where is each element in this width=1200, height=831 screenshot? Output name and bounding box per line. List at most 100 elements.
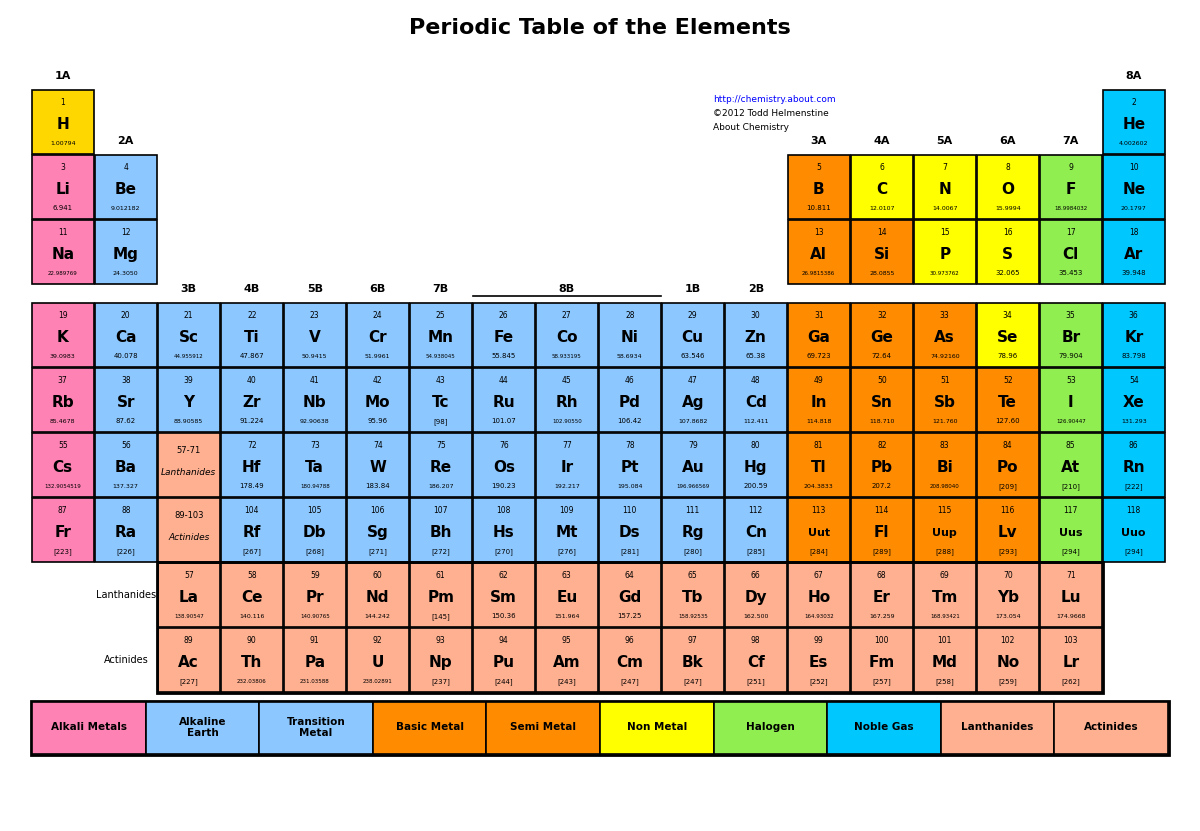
Text: 53: 53 <box>1066 376 1075 386</box>
Text: 132.9054519: 132.9054519 <box>44 484 82 489</box>
Text: H: H <box>56 117 70 132</box>
Text: K: K <box>56 331 68 346</box>
Text: 81: 81 <box>814 441 823 450</box>
Bar <box>1040 498 1102 562</box>
Text: Cm: Cm <box>617 656 643 671</box>
Text: Cn: Cn <box>745 525 767 540</box>
Text: 111: 111 <box>685 506 700 515</box>
Text: 126.90447: 126.90447 <box>1056 419 1086 424</box>
Text: [276]: [276] <box>557 548 576 555</box>
Text: Tc: Tc <box>432 396 450 411</box>
Text: Fm: Fm <box>869 656 895 671</box>
Bar <box>599 563 660 627</box>
Text: Basic Metal: Basic Metal <box>396 722 463 732</box>
Text: Lu: Lu <box>1061 590 1081 606</box>
Text: 116: 116 <box>1001 506 1015 515</box>
Text: 50: 50 <box>877 376 887 386</box>
Text: 47: 47 <box>688 376 697 386</box>
Bar <box>536 498 598 562</box>
Text: 140.90765: 140.90765 <box>300 614 330 619</box>
Text: 73: 73 <box>310 441 319 450</box>
Bar <box>662 628 724 691</box>
Text: 78: 78 <box>625 441 635 450</box>
Text: [288]: [288] <box>935 548 954 555</box>
Text: 238.02891: 238.02891 <box>362 679 392 684</box>
Bar <box>788 303 850 366</box>
Text: Lr: Lr <box>1062 656 1079 671</box>
Text: Tb: Tb <box>682 590 703 606</box>
Bar <box>788 433 850 496</box>
Text: [226]: [226] <box>116 548 136 555</box>
Bar <box>221 628 282 691</box>
Bar <box>599 433 660 496</box>
Text: Yb: Yb <box>997 590 1019 606</box>
Text: Ta: Ta <box>305 460 324 475</box>
Text: 58.933195: 58.933195 <box>552 354 582 359</box>
Text: Uus: Uus <box>1060 528 1082 538</box>
Text: Alkaline
Earth: Alkaline Earth <box>179 716 226 738</box>
Bar <box>1103 433 1164 496</box>
Text: 2A: 2A <box>118 136 134 146</box>
Text: Eu: Eu <box>556 590 577 606</box>
Text: 97: 97 <box>688 637 697 645</box>
Text: Ba: Ba <box>115 460 137 475</box>
Text: 1A: 1A <box>54 71 71 81</box>
Text: 4B: 4B <box>244 284 260 294</box>
Text: Dy: Dy <box>744 590 767 606</box>
Text: 195.084: 195.084 <box>617 484 642 489</box>
Text: 87: 87 <box>58 506 67 515</box>
Text: [237]: [237] <box>431 678 450 685</box>
Text: S: S <box>1002 248 1013 263</box>
Bar <box>347 563 408 627</box>
Text: Kr: Kr <box>1124 331 1144 346</box>
Text: Na: Na <box>52 248 74 263</box>
Text: 29: 29 <box>688 311 697 320</box>
Text: [145]: [145] <box>431 613 450 620</box>
Text: 72.64: 72.64 <box>871 353 892 359</box>
Text: 37: 37 <box>58 376 67 386</box>
Bar <box>410 563 472 627</box>
Text: 7: 7 <box>942 163 947 172</box>
Text: [270]: [270] <box>494 548 514 555</box>
Text: 101: 101 <box>937 637 952 645</box>
Bar <box>347 498 408 562</box>
Text: 107.8682: 107.8682 <box>678 419 708 424</box>
Text: Db: Db <box>302 525 326 540</box>
Text: Pm: Pm <box>427 590 455 606</box>
Text: C: C <box>876 183 887 198</box>
Text: 44.955912: 44.955912 <box>174 354 204 359</box>
Text: 196.966569: 196.966569 <box>676 484 709 489</box>
Text: 87.62: 87.62 <box>115 418 136 425</box>
Text: 6B: 6B <box>370 284 386 294</box>
Text: 167.259: 167.259 <box>869 614 894 619</box>
Text: 22.989769: 22.989769 <box>48 271 78 276</box>
Text: Tm: Tm <box>931 590 958 606</box>
Text: [280]: [280] <box>683 548 702 555</box>
Text: 63.546: 63.546 <box>680 353 706 359</box>
Bar <box>284 303 346 366</box>
Text: 16: 16 <box>1003 229 1013 237</box>
Bar <box>1040 220 1102 283</box>
Bar <box>473 303 534 366</box>
Text: 18.9984032: 18.9984032 <box>1054 206 1087 211</box>
Text: Hs: Hs <box>493 525 515 540</box>
Bar <box>914 155 976 219</box>
Text: Am: Am <box>553 656 581 671</box>
Text: 76: 76 <box>499 441 509 450</box>
Text: 102.90550: 102.90550 <box>552 419 582 424</box>
Text: Sc: Sc <box>179 331 199 346</box>
Bar <box>95 155 156 219</box>
Text: 34: 34 <box>1003 311 1013 320</box>
Text: 79: 79 <box>688 441 697 450</box>
Text: 65.38: 65.38 <box>745 353 766 359</box>
Bar <box>145 701 259 754</box>
Text: 200.59: 200.59 <box>744 484 768 489</box>
Text: 70: 70 <box>1003 571 1013 580</box>
Text: 26.9815386: 26.9815386 <box>802 271 835 276</box>
Text: 3A: 3A <box>811 136 827 146</box>
Bar <box>158 498 220 562</box>
Text: Sn: Sn <box>871 396 893 411</box>
Text: Cf: Cf <box>746 656 764 671</box>
Text: 10.811: 10.811 <box>806 205 832 211</box>
Text: 57-71: 57-71 <box>176 446 200 455</box>
